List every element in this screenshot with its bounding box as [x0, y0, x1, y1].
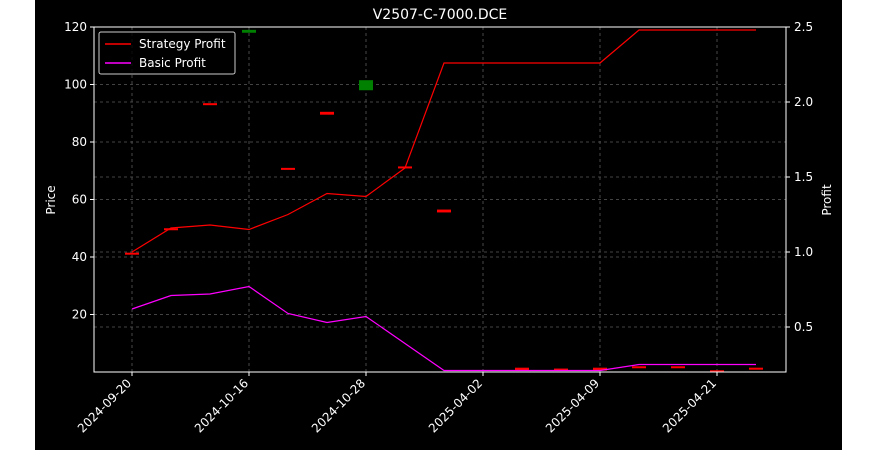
legend-box [98, 31, 236, 75]
axes-frame [93, 26, 787, 373]
candle-down [554, 368, 568, 371]
y-tick-label-left: 60 [72, 193, 87, 207]
y-tick-label-right: 1.0 [794, 245, 813, 259]
y-tick-label-left: 100 [64, 78, 87, 92]
candle-down [632, 366, 646, 369]
candle-down [437, 209, 451, 213]
candle-down [125, 252, 139, 255]
y-tick-label-left: 120 [64, 20, 87, 34]
candle-down [515, 367, 529, 371]
y-axis-label-left: Price [44, 185, 58, 214]
candle-down [320, 111, 334, 115]
y-axis-label-right: Profit [820, 184, 834, 216]
candle-down [164, 228, 178, 231]
candle-down [749, 367, 763, 370]
candle-down [710, 370, 724, 373]
y-tick-label-right: 2.0 [794, 95, 813, 109]
candle-down [203, 103, 217, 106]
y-tick-label-right: 2.5 [794, 20, 813, 34]
y-tick-label-right: 1.5 [794, 170, 813, 184]
chart-title: V2507-C-7000.DCE [373, 7, 508, 23]
candle-down [281, 167, 295, 170]
y-tick-label-left: 40 [72, 250, 87, 264]
legend-label: Basic Profit [139, 56, 206, 70]
y-tick-label-right: 0.5 [794, 320, 813, 334]
legend-label: Strategy Profit [139, 37, 226, 51]
candle-up [359, 80, 373, 91]
candle-down [671, 366, 685, 369]
y-tick-label-left: 80 [72, 135, 87, 149]
basic-profit-line [131, 285, 756, 372]
candle-up [242, 29, 256, 33]
y-tick-label-left: 20 [72, 308, 87, 322]
strategy-profit-line [131, 29, 756, 253]
candle-down [593, 367, 607, 371]
